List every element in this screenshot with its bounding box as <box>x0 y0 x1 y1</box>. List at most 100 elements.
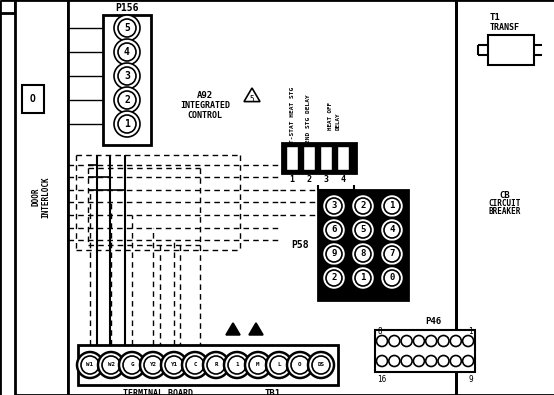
Text: W1: W1 <box>86 363 94 367</box>
Circle shape <box>389 335 400 346</box>
Circle shape <box>351 194 375 218</box>
Text: DOOR
INTERLOCK: DOOR INTERLOCK <box>31 176 51 218</box>
Circle shape <box>355 222 371 238</box>
Text: 0: 0 <box>389 273 394 282</box>
Text: 4: 4 <box>389 226 394 235</box>
Circle shape <box>326 270 342 286</box>
Text: CIRCUIT: CIRCUIT <box>489 199 521 209</box>
Text: 1: 1 <box>235 363 239 367</box>
Circle shape <box>118 91 136 109</box>
Text: TB1: TB1 <box>265 389 281 395</box>
Circle shape <box>186 356 204 374</box>
Text: A92: A92 <box>197 90 213 100</box>
Text: R: R <box>214 363 218 367</box>
Text: 4: 4 <box>341 175 346 184</box>
Text: P46: P46 <box>425 318 441 327</box>
Text: TRANSF: TRANSF <box>490 23 520 32</box>
Circle shape <box>425 356 437 367</box>
Bar <box>68 0 456 395</box>
Circle shape <box>266 352 292 378</box>
Circle shape <box>291 356 309 374</box>
Text: 16: 16 <box>377 375 386 384</box>
Circle shape <box>450 335 461 346</box>
Text: DELAY: DELAY <box>336 113 341 130</box>
Bar <box>320 146 332 170</box>
Text: 1: 1 <box>389 201 394 211</box>
Circle shape <box>287 352 313 378</box>
Circle shape <box>98 352 124 378</box>
Text: 2ND STG DELAY: 2ND STG DELAY <box>305 94 310 143</box>
Circle shape <box>425 335 437 346</box>
Circle shape <box>355 246 371 262</box>
Text: BREAKER: BREAKER <box>489 207 521 216</box>
Polygon shape <box>226 323 240 335</box>
Circle shape <box>389 356 400 367</box>
Circle shape <box>384 198 400 214</box>
Text: P58: P58 <box>291 240 309 250</box>
Circle shape <box>322 242 346 266</box>
Circle shape <box>377 335 387 346</box>
Text: 5: 5 <box>250 94 254 103</box>
Circle shape <box>203 352 229 378</box>
Text: CONTROL: CONTROL <box>187 111 223 120</box>
Circle shape <box>351 242 375 266</box>
Circle shape <box>322 194 346 218</box>
Circle shape <box>118 115 136 133</box>
Text: C: C <box>193 363 197 367</box>
Bar <box>488 35 534 65</box>
Circle shape <box>161 352 187 378</box>
Bar <box>78 345 338 385</box>
Circle shape <box>118 43 136 61</box>
Text: 1: 1 <box>124 119 130 129</box>
Circle shape <box>326 222 342 238</box>
Circle shape <box>114 63 140 89</box>
Circle shape <box>81 356 99 374</box>
Circle shape <box>384 270 400 286</box>
Circle shape <box>118 19 136 37</box>
Circle shape <box>322 218 346 242</box>
Bar <box>282 143 356 173</box>
Text: 1: 1 <box>468 327 473 336</box>
Circle shape <box>355 270 371 286</box>
Circle shape <box>249 356 267 374</box>
Text: T1: T1 <box>490 13 501 23</box>
Text: TERMINAL BOARD: TERMINAL BOARD <box>123 389 193 395</box>
Circle shape <box>351 266 375 290</box>
Bar <box>286 146 298 170</box>
Text: P156: P156 <box>115 3 138 13</box>
Circle shape <box>413 335 424 346</box>
Circle shape <box>377 356 387 367</box>
Text: INTEGRATED: INTEGRATED <box>180 102 230 111</box>
Circle shape <box>380 194 404 218</box>
Bar <box>103 15 151 145</box>
Circle shape <box>384 222 400 238</box>
Text: 3: 3 <box>324 175 329 184</box>
Circle shape <box>77 352 103 378</box>
Circle shape <box>450 356 461 367</box>
Text: 2: 2 <box>331 273 337 282</box>
Circle shape <box>401 356 412 367</box>
Text: 2: 2 <box>306 175 311 184</box>
Text: 2: 2 <box>360 201 366 211</box>
Circle shape <box>207 356 225 374</box>
Circle shape <box>326 198 342 214</box>
Bar <box>337 146 349 170</box>
Circle shape <box>165 356 183 374</box>
Circle shape <box>118 67 136 85</box>
Circle shape <box>355 198 371 214</box>
Circle shape <box>114 39 140 65</box>
Bar <box>375 330 475 372</box>
Text: 3: 3 <box>331 201 337 211</box>
Text: 1: 1 <box>360 273 366 282</box>
Circle shape <box>380 242 404 266</box>
Text: CB: CB <box>500 190 510 199</box>
Text: 5: 5 <box>124 23 130 33</box>
Circle shape <box>438 335 449 346</box>
Circle shape <box>228 356 246 374</box>
Polygon shape <box>249 323 263 335</box>
Circle shape <box>140 352 166 378</box>
Circle shape <box>114 111 140 137</box>
Text: T-STAT HEAT STG: T-STAT HEAT STG <box>290 87 295 143</box>
Circle shape <box>114 87 140 113</box>
Circle shape <box>326 246 342 262</box>
